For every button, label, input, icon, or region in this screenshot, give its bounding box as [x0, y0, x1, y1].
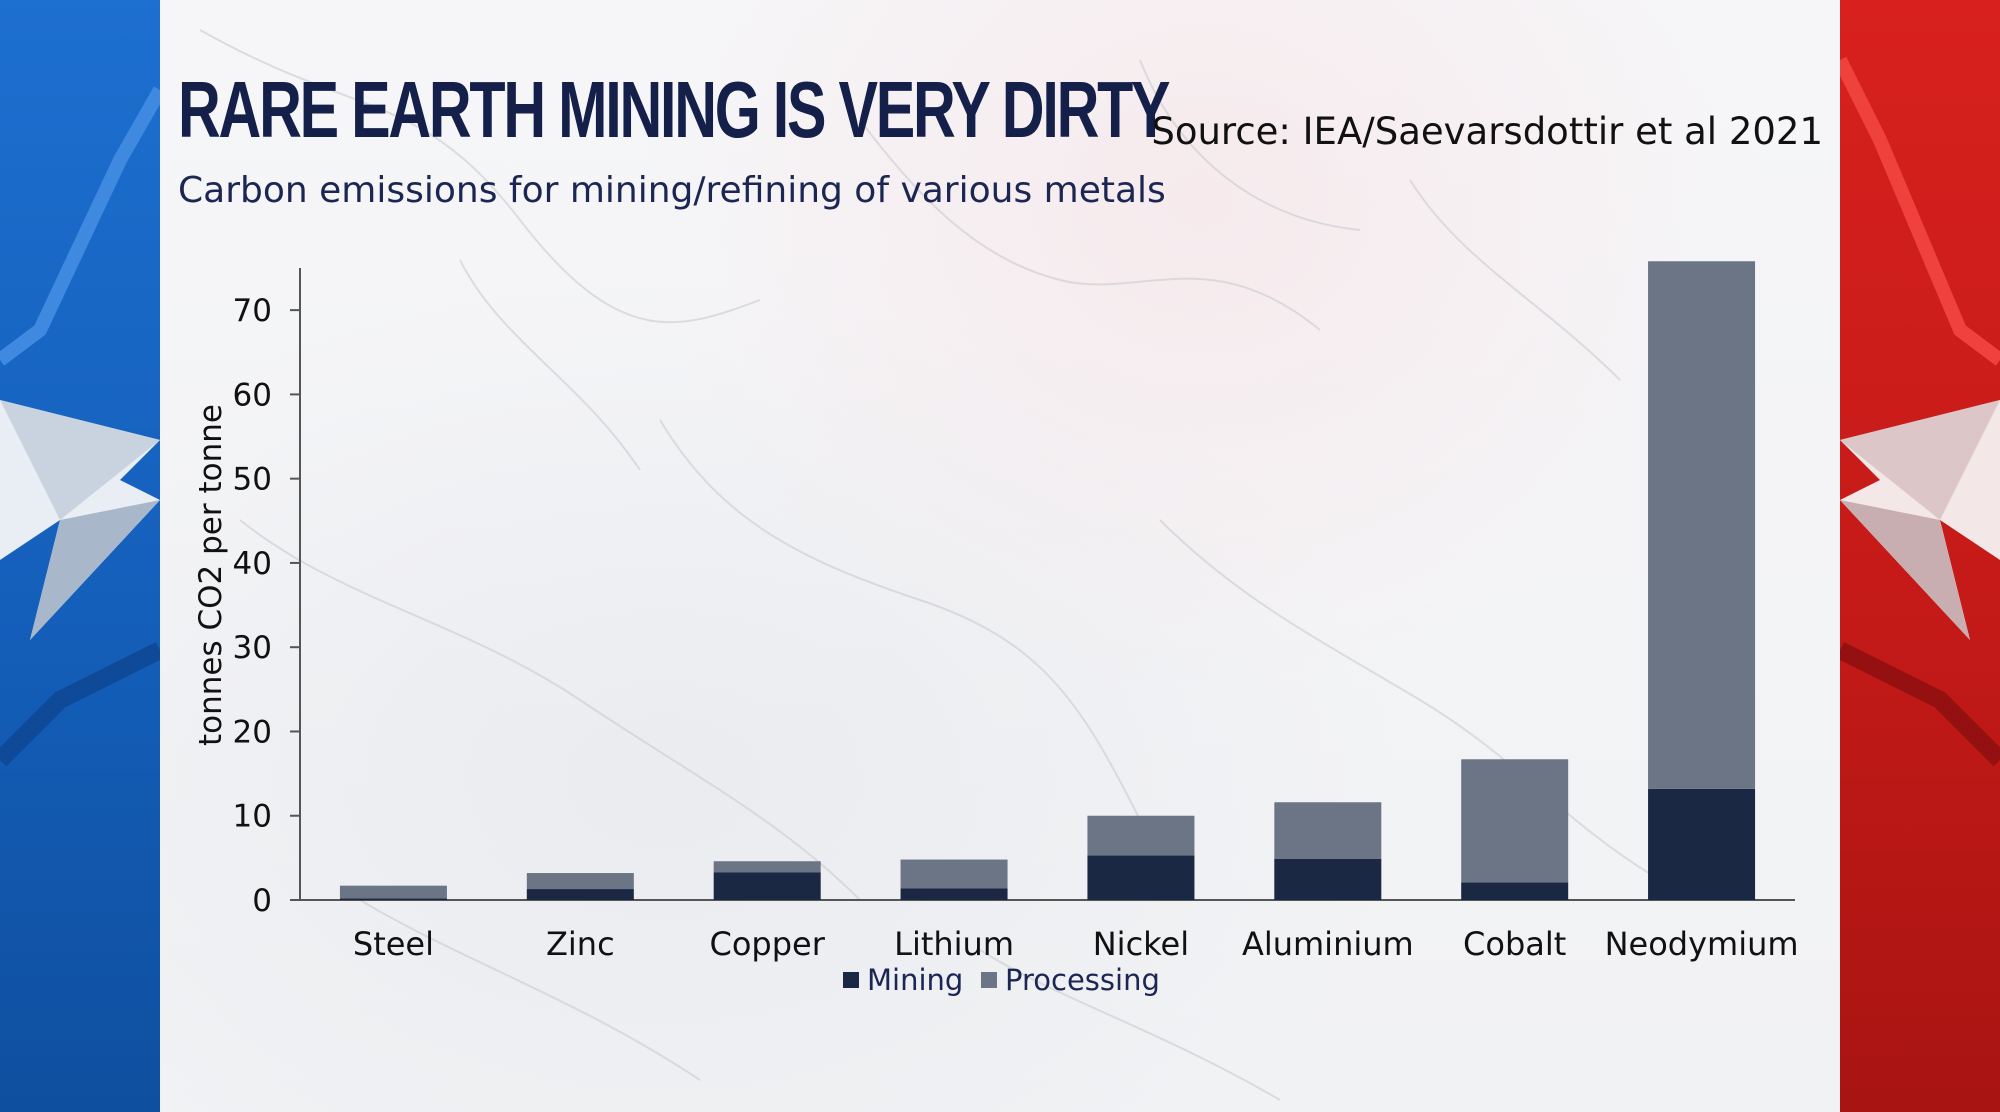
source-note: Source: IEA/Saevarsdottir et al 2021 — [1151, 110, 1823, 153]
bar-neodymium-mining — [1648, 788, 1756, 900]
bar-cobalt-processing — [1461, 759, 1569, 883]
x-tick-label: Copper — [709, 925, 825, 963]
legend-swatch-mining — [843, 972, 859, 988]
right-decorative-panel — [1840, 0, 2000, 1112]
left-decorative-panel — [0, 0, 160, 1112]
legend-label-mining: Mining — [867, 963, 963, 997]
star-left-icon — [0, 86, 160, 767]
legend: Mining Processing — [843, 963, 1160, 997]
y-tick-label: 50 — [233, 462, 272, 498]
marble-texture — [199, 29, 1661, 1101]
y-tick-label: 10 — [233, 799, 272, 835]
bar-aluminium-mining — [1274, 858, 1382, 900]
x-tick-label: Nickel — [1093, 925, 1189, 963]
x-tick-label: Neodymium — [1605, 925, 1799, 963]
bar-lithium-processing — [900, 859, 1008, 889]
bar-lithium-mining — [900, 888, 1008, 900]
x-tick-label: Cobalt — [1463, 925, 1566, 963]
y-tick-label: 70 — [233, 293, 272, 329]
bar-nickel-mining — [1087, 855, 1195, 900]
bar-cobalt-mining — [1461, 882, 1569, 900]
x-tick-label: Aluminium — [1242, 925, 1414, 963]
x-axis-labels: Steel Zinc Copper Lithium Nickel Aluminium Cob… — [353, 925, 1799, 963]
chart-title: RARE EARTH MINING IS VERY DIRTY — [178, 65, 1171, 154]
y-tick-label: 60 — [233, 377, 272, 413]
bars-group — [339, 261, 1756, 900]
bar-zinc-processing — [526, 873, 634, 890]
chart-card — [160, 0, 1840, 1112]
bar-neodymium-processing — [1648, 261, 1756, 789]
legend-swatch-processing — [981, 972, 997, 988]
chart-subtitle: Carbon emissions for mining/refining of … — [178, 170, 1166, 211]
bar-steel-processing — [339, 885, 447, 899]
bar-steel-mining — [339, 898, 447, 900]
x-tick-label: Steel — [353, 925, 434, 963]
bar-aluminium-processing — [1274, 802, 1382, 859]
x-tick-label: Zinc — [546, 925, 615, 963]
star-right-icon — [1840, 56, 2000, 767]
bar-copper-mining — [713, 872, 821, 900]
y-tick-label: 0 — [252, 883, 272, 919]
x-tick-label: Lithium — [894, 925, 1014, 963]
bar-nickel-processing — [1087, 815, 1195, 856]
bar-zinc-mining — [526, 889, 634, 900]
bar-copper-processing — [713, 861, 821, 873]
y-tick-label: 30 — [233, 630, 272, 666]
legend-label-processing: Processing — [1005, 963, 1160, 997]
y-axis-title: tonnes CO2 per tonne — [193, 404, 229, 746]
y-tick-label: 40 — [233, 546, 272, 582]
y-tick-label: 20 — [233, 714, 272, 750]
